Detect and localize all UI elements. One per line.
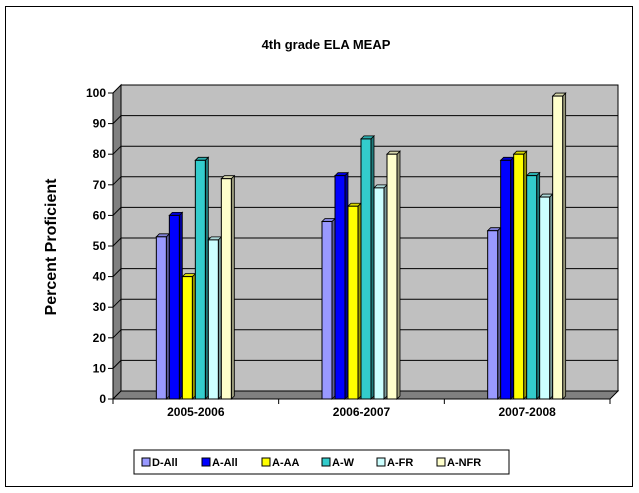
legend-label: A-All	[212, 457, 238, 469]
chart-frame: 4th grade ELA MEAP Percent Proficient 0 1…	[5, 6, 633, 487]
chart-title: 4th grade ELA MEAP	[262, 37, 391, 52]
plot-area: 0 10 20 30 40 50 60 70 80 90 100 2005-2006 2006-2007…	[86, 85, 618, 419]
legend-swatch	[202, 458, 210, 466]
y-tick-label: 100	[86, 86, 106, 100]
legend-swatch	[377, 458, 385, 466]
y-tick-label: 0	[99, 392, 106, 406]
y-tick-label: 70	[93, 178, 107, 192]
x-tick-label: 2007-2008	[498, 405, 556, 419]
y-tick-label: 10	[93, 361, 107, 375]
bar	[488, 231, 498, 399]
bar	[182, 277, 192, 399]
legend-swatch	[142, 458, 150, 466]
x-tick-label: 2006-2007	[333, 405, 391, 419]
bar	[169, 215, 179, 399]
legend-swatch	[262, 458, 270, 466]
y-tick-label: 40	[93, 270, 107, 284]
y-axis-label: Percent Proficient	[43, 178, 60, 316]
bar	[387, 154, 397, 399]
y-tick-label: 80	[93, 147, 107, 161]
bar	[540, 197, 550, 399]
bar	[348, 206, 358, 399]
legend-label: A-FR	[387, 457, 413, 469]
y-tick-label: 20	[93, 331, 107, 345]
bar	[208, 240, 218, 399]
y-tick-label: 30	[93, 300, 107, 314]
bar	[361, 139, 371, 399]
bar	[221, 179, 231, 399]
legend-label: A-NFR	[447, 457, 481, 469]
legend-swatch	[437, 458, 445, 466]
legend-label: A-AA	[272, 457, 300, 469]
legend-label: A-W	[332, 457, 355, 469]
legend-label: D-All	[152, 457, 178, 469]
bar	[527, 176, 537, 399]
y-tick-label: 60	[93, 208, 107, 222]
x-tick-label: 2005-2006	[167, 405, 225, 419]
bar	[514, 154, 524, 399]
bar	[374, 188, 384, 399]
bar	[501, 160, 511, 399]
y-tick-label: 90	[93, 117, 107, 131]
bar	[553, 96, 563, 399]
y-tick-label: 50	[93, 239, 107, 253]
bar	[195, 160, 205, 399]
legend-swatch	[322, 458, 330, 466]
bar	[156, 237, 166, 399]
bar	[335, 176, 345, 399]
chart-svg: 4th grade ELA MEAP Percent Proficient 0 1…	[6, 7, 634, 488]
bar	[322, 222, 332, 399]
legend: D-All A-All A-AA A-W A-FR A-NFR	[134, 450, 509, 474]
